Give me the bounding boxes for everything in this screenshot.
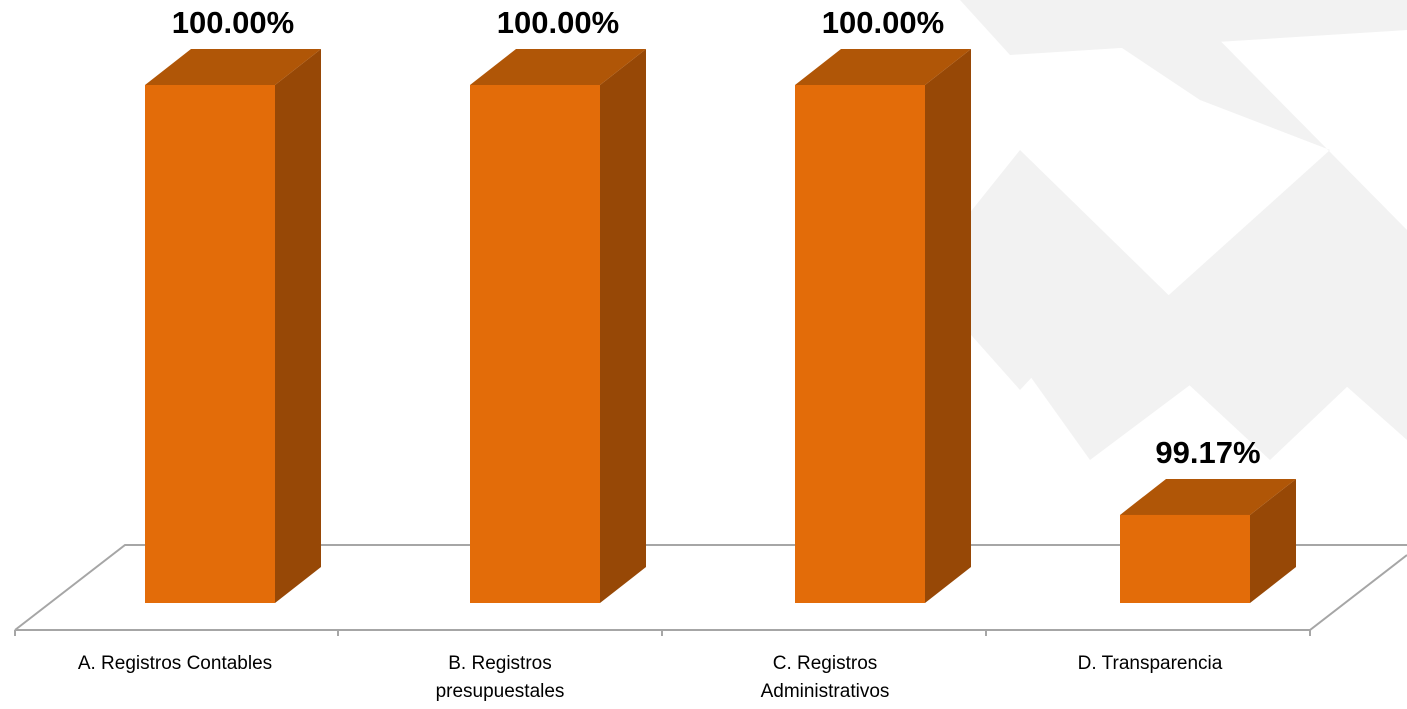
bar-top	[145, 49, 321, 85]
watermark-pattern	[940, 0, 1407, 460]
bar	[470, 49, 646, 603]
category-label: D. Transparencia	[1078, 653, 1223, 674]
bar-top	[1120, 478, 1296, 515]
category-label: A. Registros Contables	[78, 653, 272, 674]
bar-front	[470, 85, 600, 603]
category-label: C. Registros Administrativos	[761, 653, 890, 702]
bar-side	[1250, 478, 1296, 603]
watermark-shape	[940, 255, 1090, 390]
data-label: 99.17%	[1155, 435, 1260, 470]
watermark-shape	[1300, 240, 1407, 440]
bar-side	[275, 49, 321, 603]
bar-side	[600, 49, 646, 603]
category-label: B. Registros presupuestales	[436, 653, 565, 702]
bar-side	[925, 49, 971, 603]
bar	[795, 49, 971, 603]
data-label: 100.00%	[497, 5, 619, 40]
bar	[1120, 478, 1296, 603]
category-labels-group: A. Registros Contables B. Registros presup…	[78, 653, 1223, 702]
chart-floor	[14, 544, 1407, 636]
data-label: 100.00%	[822, 5, 944, 40]
bar-front	[795, 85, 925, 603]
watermark-shape	[940, 150, 1230, 460]
bars-group	[145, 49, 1296, 603]
bar-front	[145, 85, 275, 603]
bar	[145, 49, 321, 603]
bar-front	[1120, 514, 1250, 603]
bar-top	[470, 49, 646, 85]
data-labels-group: 100.00% 100.00% 100.00% 99.17%	[172, 5, 1261, 470]
bar-top	[795, 49, 971, 85]
data-label: 100.00%	[172, 5, 294, 40]
